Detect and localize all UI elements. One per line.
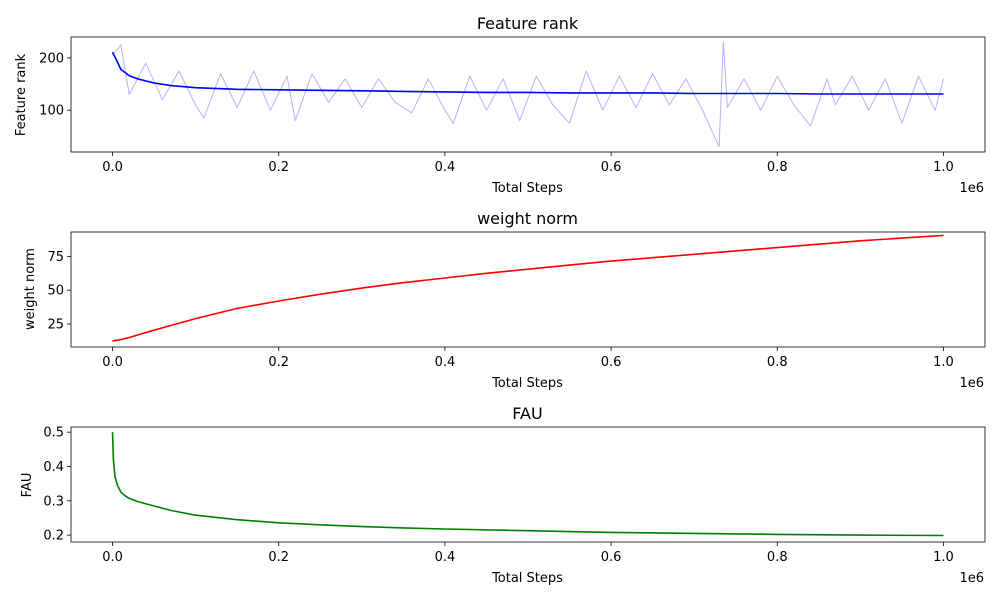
x-tick-label: 0.8	[767, 160, 788, 175]
plot-area: 0.0 0.2 0.4 0.6 0.8 1.0 0.2 0.3 0.4 0.5	[43, 426, 986, 565]
x-offset-label: 1e6	[959, 376, 984, 391]
y-tick-label: 0.3	[43, 494, 64, 509]
x-tick-label: 0.4	[435, 355, 456, 370]
axes-frame	[70, 231, 986, 348]
x-tick-label: 0.6	[601, 160, 622, 175]
x-axis-label: Total Steps	[491, 376, 563, 391]
plot-area: 0.0 0.2 0.4 0.6 0.8 1.0 25 50 75	[47, 231, 986, 370]
x-axis-label: Total Steps	[491, 181, 563, 196]
series-line	[111, 51, 944, 95]
y-tick-label: 75	[47, 250, 64, 265]
y-tick-label: 0.5	[43, 426, 64, 441]
x-tick-label: 0.2	[268, 355, 289, 370]
series-line	[112, 234, 944, 342]
x-tick-label: 0.8	[767, 550, 788, 565]
x-axis-label: Total Steps	[491, 571, 563, 586]
panel-feature-rank: Feature rank 0.0 0.2 0.4 0.6 0.8 1.0 100 200 To…	[14, 14, 986, 196]
plot-area: 0.0 0.2 0.4 0.6 0.8 1.0 100 200	[39, 36, 986, 175]
x-offset-label: 1e6	[959, 181, 984, 196]
x-tick-label: 0.0	[102, 550, 123, 565]
y-tick-label: 0.4	[43, 460, 64, 475]
y-tick-label: 0.2	[43, 529, 64, 544]
panel-title: FAU	[512, 404, 542, 423]
series-line-raw	[112, 41, 944, 148]
y-tick-label: 25	[47, 318, 64, 333]
y-tick-label: 50	[47, 284, 64, 299]
x-tick-label: 0.6	[601, 355, 622, 370]
x-tick-label: 1.0	[933, 355, 954, 370]
x-tick-label: 0.6	[601, 550, 622, 565]
x-tick-label: 0.0	[102, 355, 123, 370]
x-tick-label: 0.2	[268, 550, 289, 565]
series-line	[111, 432, 944, 537]
axes-frame	[70, 36, 986, 153]
x-tick-label: 0.0	[102, 160, 123, 175]
panel-weight-norm: weight norm 0.0 0.2 0.4 0.6 0.8 1.0 25 50 75 Tot…	[23, 209, 986, 391]
y-axis-label: weight norm	[23, 248, 38, 330]
y-tick-label: 100	[39, 104, 64, 119]
panel-title: weight norm	[477, 209, 578, 228]
x-tick-label: 0.2	[268, 160, 289, 175]
panel-title: Feature rank	[477, 14, 579, 33]
x-tick-label: 0.8	[767, 355, 788, 370]
x-tick-label: 1.0	[933, 550, 954, 565]
x-tick-label: 1.0	[933, 160, 954, 175]
y-axis-label: Feature rank	[14, 53, 29, 136]
y-axis-label: FAU	[20, 473, 35, 498]
x-tick-label: 0.4	[435, 550, 456, 565]
x-offset-label: 1e6	[959, 571, 984, 586]
x-tick-label: 0.4	[435, 160, 456, 175]
axes-frame	[70, 426, 986, 543]
y-tick-label: 200	[39, 51, 64, 66]
panel-fau: FAU 0.0 0.2 0.4 0.6 0.8 1.0 0.2 0.3 0.4 0.5 Total…	[20, 404, 986, 586]
